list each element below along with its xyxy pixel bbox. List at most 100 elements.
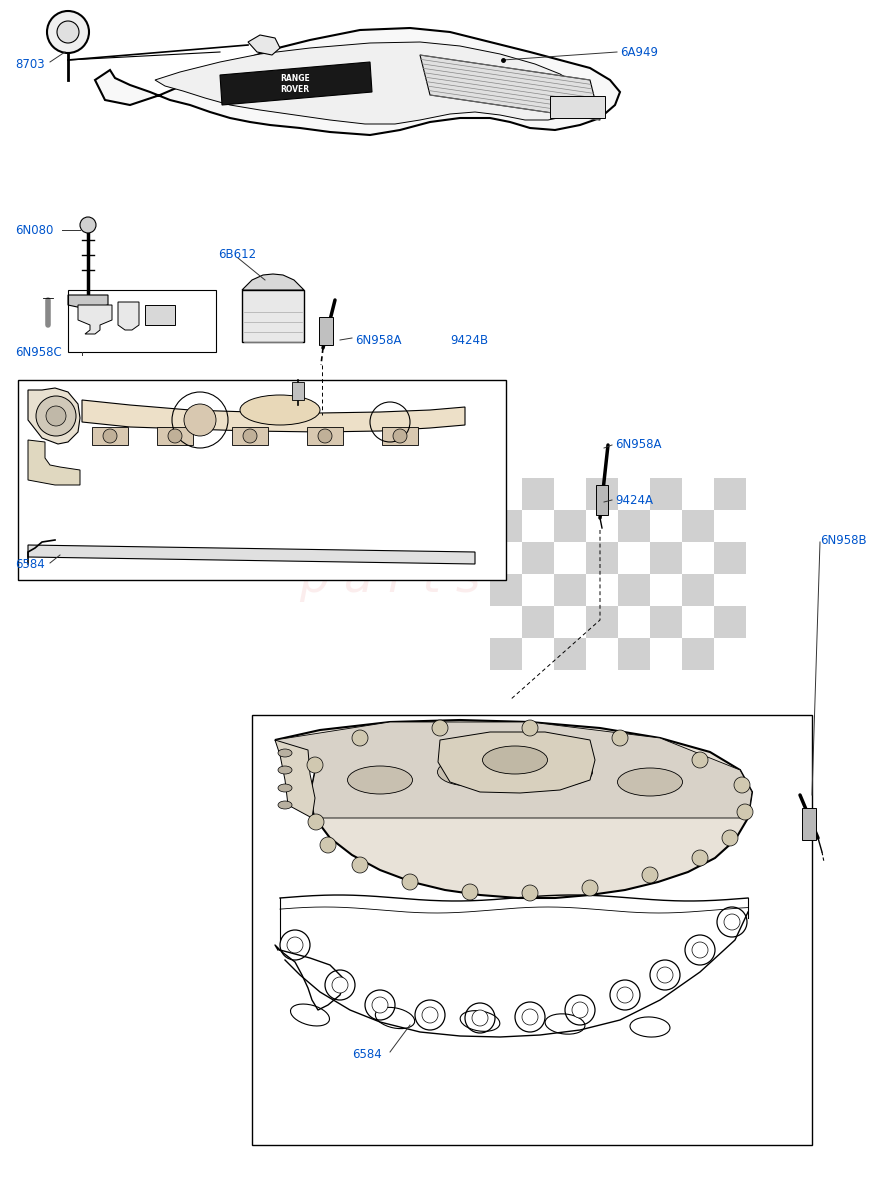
- Bar: [650, 574, 682, 606]
- Circle shape: [352, 730, 368, 746]
- Bar: [490, 478, 522, 510]
- Polygon shape: [155, 42, 585, 124]
- Ellipse shape: [47, 11, 89, 53]
- Circle shape: [432, 720, 448, 736]
- Polygon shape: [28, 440, 80, 485]
- Text: 6584: 6584: [15, 558, 45, 570]
- Circle shape: [46, 406, 66, 426]
- Bar: [157, 427, 193, 445]
- Circle shape: [320, 838, 336, 853]
- Circle shape: [307, 757, 323, 773]
- Circle shape: [722, 830, 738, 846]
- Text: 6N958C: 6N958C: [15, 346, 62, 359]
- Bar: [522, 574, 554, 606]
- Polygon shape: [275, 720, 752, 898]
- Circle shape: [724, 914, 740, 930]
- Bar: [714, 478, 746, 510]
- Circle shape: [103, 428, 117, 443]
- Bar: [618, 638, 650, 670]
- Polygon shape: [242, 274, 304, 290]
- Bar: [714, 542, 746, 574]
- Bar: [586, 606, 618, 638]
- Ellipse shape: [278, 784, 292, 792]
- Circle shape: [692, 850, 708, 866]
- Polygon shape: [420, 55, 600, 120]
- Bar: [522, 606, 554, 638]
- Circle shape: [287, 937, 303, 953]
- Circle shape: [617, 986, 633, 1003]
- Polygon shape: [275, 740, 315, 818]
- Bar: [490, 510, 522, 542]
- Bar: [586, 478, 618, 510]
- Bar: [307, 427, 343, 445]
- Circle shape: [318, 428, 332, 443]
- Bar: [490, 606, 522, 638]
- Bar: [252, 715, 812, 1145]
- Circle shape: [80, 217, 96, 233]
- Circle shape: [522, 886, 538, 901]
- Bar: [596, 485, 608, 515]
- Circle shape: [582, 880, 598, 896]
- Bar: [292, 382, 304, 400]
- Bar: [490, 638, 522, 670]
- Bar: [650, 478, 682, 510]
- Bar: [682, 606, 714, 638]
- Bar: [242, 290, 304, 342]
- Text: 6A949: 6A949: [620, 46, 658, 59]
- Circle shape: [36, 396, 76, 436]
- Bar: [92, 427, 128, 445]
- Polygon shape: [118, 302, 139, 330]
- Polygon shape: [438, 732, 595, 793]
- Bar: [714, 606, 746, 638]
- Circle shape: [692, 752, 708, 768]
- Bar: [682, 574, 714, 606]
- Circle shape: [184, 404, 216, 436]
- Bar: [586, 510, 618, 542]
- Bar: [618, 478, 650, 510]
- Bar: [68, 290, 216, 352]
- Text: Scuderia: Scuderia: [112, 482, 488, 557]
- Bar: [682, 510, 714, 542]
- Circle shape: [332, 977, 348, 994]
- Bar: [618, 606, 650, 638]
- Circle shape: [352, 857, 368, 874]
- Text: 6B612: 6B612: [218, 248, 256, 262]
- Bar: [714, 574, 746, 606]
- Circle shape: [402, 874, 418, 890]
- Bar: [554, 638, 586, 670]
- Ellipse shape: [482, 746, 548, 774]
- Bar: [586, 542, 618, 574]
- Ellipse shape: [437, 758, 503, 786]
- Bar: [618, 510, 650, 542]
- Bar: [682, 542, 714, 574]
- Circle shape: [522, 720, 538, 736]
- Polygon shape: [68, 295, 108, 308]
- Bar: [554, 542, 586, 574]
- Bar: [682, 478, 714, 510]
- Bar: [714, 510, 746, 542]
- Bar: [490, 574, 522, 606]
- Ellipse shape: [527, 758, 593, 786]
- Text: 8703: 8703: [15, 59, 45, 72]
- Bar: [586, 638, 618, 670]
- Circle shape: [472, 1010, 488, 1026]
- Ellipse shape: [57, 20, 79, 43]
- Circle shape: [422, 1007, 438, 1022]
- Text: RANGE
ROVER: RANGE ROVER: [280, 74, 310, 94]
- Polygon shape: [78, 305, 112, 334]
- Text: 9424B: 9424B: [450, 334, 488, 347]
- Text: p a r t s: p a r t s: [299, 558, 481, 602]
- Bar: [232, 427, 268, 445]
- Ellipse shape: [278, 749, 292, 757]
- Text: 6N958A: 6N958A: [355, 334, 401, 347]
- Circle shape: [522, 1009, 538, 1025]
- Text: 6N958A: 6N958A: [615, 438, 662, 451]
- Circle shape: [243, 428, 257, 443]
- Bar: [618, 542, 650, 574]
- Bar: [550, 96, 605, 118]
- Circle shape: [657, 967, 673, 983]
- Polygon shape: [248, 35, 280, 55]
- Bar: [650, 638, 682, 670]
- Circle shape: [572, 1002, 588, 1018]
- Bar: [522, 478, 554, 510]
